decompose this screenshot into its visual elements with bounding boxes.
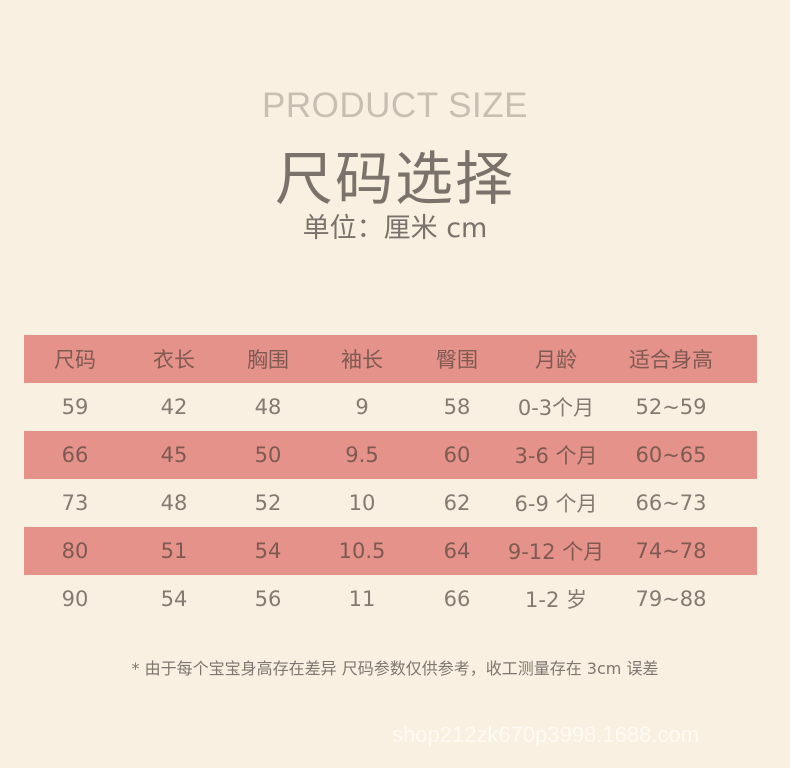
table-cell: 66 (443, 587, 471, 611)
table-cell: 66~73 (635, 491, 707, 515)
title-english: PRODUCT SIZE (262, 86, 528, 125)
table-cell: 59 (61, 395, 89, 419)
table-cell: 1-2 岁 (525, 588, 587, 612)
table-cell: 73 (61, 491, 89, 515)
size-table: 尺码 衣长 胸围 袖长 臀围 月龄 适合身高 59 42 48 9 58 0-3个月 52~59 66 45 5… (24, 335, 757, 623)
table-cell: 66 (61, 443, 89, 467)
table-cell: 62 (443, 491, 471, 515)
table-cell: 48 (160, 491, 188, 515)
table-cell: 90 (61, 587, 89, 611)
unit-label: 单位：厘米 cm (302, 213, 488, 244)
table-cell: 9.5 (345, 443, 379, 467)
watermark: shop212zk670p3998.1688.com (392, 722, 700, 747)
column-header: 适合身高 (629, 348, 713, 372)
table-cell: 9 (355, 395, 369, 419)
table-cell: 60 (443, 443, 471, 467)
table-cell: 52 (254, 491, 282, 515)
table-row: 66 45 50 9.5 60 3-6 个月 60~65 (24, 431, 757, 479)
table-cell: 58 (443, 395, 471, 419)
table-cell: 80 (61, 539, 89, 563)
table-cell: 51 (160, 539, 188, 563)
column-header: 衣长 (153, 348, 195, 372)
page-title: 尺码选择 (274, 145, 515, 213)
table-cell: 11 (348, 587, 376, 611)
table-cell: 10 (348, 491, 376, 515)
table-cell: 54 (160, 587, 188, 611)
table-row: 59 42 48 9 58 0-3个月 52~59 (24, 383, 757, 431)
table-row: 80 51 54 10.5 64 9-12 个月 74~78 (24, 527, 757, 575)
table-header: 尺码 衣长 胸围 袖长 臀围 月龄 适合身高 (24, 335, 757, 383)
column-header: 月龄 (535, 348, 577, 372)
footnote: * 由于每个宝宝身高存在差异 尺码参数仅供参考，收工测量存在 3cm 误差 (131, 659, 659, 678)
column-header: 尺码 (54, 348, 96, 372)
table-cell: 45 (160, 443, 188, 467)
column-header: 胸围 (247, 348, 289, 372)
table-row: 73 48 52 10 62 6-9 个月 66~73 (24, 479, 757, 527)
table-cell: 54 (254, 539, 282, 563)
column-header: 臀围 (436, 348, 478, 372)
table-cell: 10.5 (338, 539, 386, 563)
table-cell: 60~65 (635, 443, 707, 467)
table-cell: 6-9 个月 (514, 492, 598, 516)
table-cell: 79~88 (635, 587, 707, 611)
table-cell: 9-12 个月 (507, 540, 605, 564)
table-cell: 42 (160, 395, 188, 419)
table-cell: 3-6 个月 (514, 444, 598, 468)
table-cell: 52~59 (635, 395, 707, 419)
table-cell: 64 (443, 539, 471, 563)
table-cell: 56 (254, 587, 282, 611)
table-cell: 0-3个月 (517, 396, 595, 420)
table-cell: 48 (254, 395, 282, 419)
column-header: 袖长 (341, 348, 383, 372)
table-cell: 50 (254, 443, 282, 467)
table-cell: 74~78 (635, 539, 707, 563)
table-row: 90 54 56 11 66 1-2 岁 79~88 (24, 575, 757, 623)
